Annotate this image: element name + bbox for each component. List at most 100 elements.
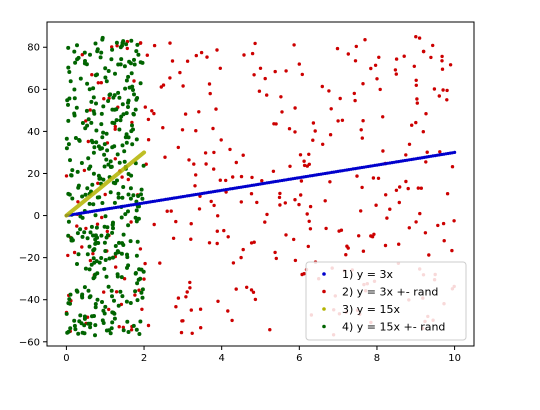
data-point [88,294,93,299]
data-point [72,96,77,101]
data-point [222,228,226,233]
data-point [140,307,144,311]
data-point [450,165,455,169]
data-point [126,172,131,176]
data-point [228,147,232,152]
plot-content [64,35,457,338]
data-point [134,137,139,142]
data-point [278,203,282,207]
data-point [180,319,184,323]
data-point [307,152,311,156]
data-point [183,112,188,116]
data-point [91,109,96,114]
data-point [207,82,212,86]
data-point [82,230,87,235]
data-point [106,162,111,167]
data-point [70,168,75,173]
data-point [158,261,162,265]
data-point [212,167,216,171]
data-point [274,256,278,261]
data-point [110,45,114,49]
data-point [249,288,254,292]
data-point [293,130,297,134]
data-point [283,201,287,205]
data-point [64,311,69,316]
data-point [113,124,118,129]
data-point [68,292,73,297]
data-point [107,307,111,312]
data-point [253,297,258,302]
data-point [69,173,74,178]
data-point [115,272,120,277]
data-point [97,260,102,265]
data-point [140,196,145,201]
data-point [131,88,135,92]
data-point [72,323,77,328]
data-point [152,43,157,48]
data-point [249,241,254,245]
data-point [215,229,219,233]
data-point [95,47,100,52]
data-point [161,126,165,130]
data-point [126,105,130,109]
data-point [93,233,98,238]
data-point [339,228,344,232]
data-point [258,66,263,71]
data-point [111,255,115,260]
data-point [112,311,117,316]
data-point [105,225,110,230]
data-point [130,84,135,89]
data-point [80,194,85,199]
data-point [76,331,81,336]
data-point [134,327,139,332]
data-point [271,169,276,173]
data-point [357,234,361,238]
data-point [75,224,79,228]
data-point [116,191,121,196]
data-point [190,331,194,335]
data-point [302,272,306,276]
data-point [78,313,83,318]
data-point [119,275,124,280]
data-point [422,49,426,54]
data-point [199,326,203,330]
data-point [161,83,166,87]
data-point [137,288,141,292]
data-point [80,53,85,57]
data-point [394,188,399,192]
data-point [91,95,96,100]
data-point [133,293,137,297]
data-point [452,219,456,223]
data-point [132,62,137,67]
data-point [141,163,146,168]
data-point [189,222,193,226]
data-point [397,200,401,205]
legend-box [305,261,467,341]
data-point [372,232,376,236]
data-point [95,222,100,226]
data-point [178,70,182,75]
data-point [410,123,414,127]
data-point [85,81,90,86]
data-point [135,42,140,47]
data-point [124,132,129,137]
data-point [85,186,90,191]
data-point [89,262,94,267]
data-point [128,196,133,201]
data-point [75,43,79,48]
data-point [419,186,423,190]
y-tick-label: 40 [27,127,40,138]
data-point [299,193,303,197]
data-point [105,229,110,234]
data-point [241,153,245,157]
data-point [239,255,243,260]
data-point [136,194,141,198]
data-point [120,294,125,299]
data-point [208,91,212,96]
data-point [146,323,151,328]
data-point [92,314,96,318]
data-point [252,73,256,77]
data-point [353,59,358,63]
data-point [135,96,140,100]
data-point [297,202,301,207]
